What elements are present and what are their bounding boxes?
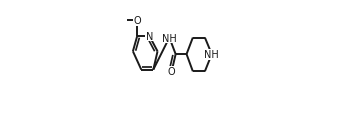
Text: N: N [146, 32, 153, 41]
Text: NH: NH [162, 33, 177, 43]
Text: O: O [168, 67, 176, 77]
Text: O: O [133, 16, 141, 26]
Text: NH: NH [204, 50, 219, 60]
